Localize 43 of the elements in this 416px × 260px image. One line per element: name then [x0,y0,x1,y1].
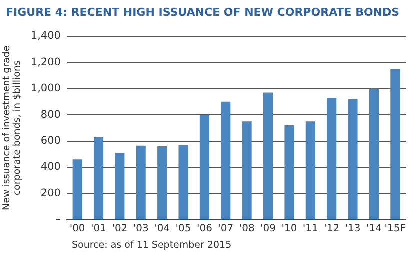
bar [306,122,316,220]
chart-title: FIGURE 4: RECENT HIGH ISSUANCE OF NEW CORPORATE BONDS [6,6,400,19]
bar [200,115,210,220]
x-tick-label: '07 [218,224,234,235]
bar [158,146,168,220]
y-tick-label: 200 [40,187,61,200]
bar [263,92,274,220]
x-tick-label: '14 [366,224,382,235]
x-tick-label: '02 [112,224,128,235]
y-tick-label: 600 [40,135,61,148]
bar [115,153,125,220]
x-tick-label: '12 [324,224,340,235]
x-tick-label: '00 [70,224,86,235]
y-tick-label: 400 [40,161,61,174]
y-tick-label: 1,400 [30,30,61,42]
y-tick-label: 1,000 [30,82,61,95]
x-tick-label: '13 [345,224,361,235]
x-tick-label: '03 [133,224,149,235]
x-tick-label: '04 [154,224,170,235]
x-tick-label: '15F [384,224,406,235]
y-tick-label: – [56,214,61,226]
bar [178,145,188,220]
x-tick-label: '05 [176,224,192,235]
x-tick-label: '11 [302,224,318,235]
y-axis-title: New issuance of investment grade corporate bonds, in $billions [2,46,24,211]
x-tick-label: '06 [196,224,212,235]
bar [348,99,358,220]
bar [242,122,252,220]
bar [390,69,400,220]
x-tick-label: '01 [91,224,106,235]
y-tick-label: 1,200 [30,56,61,68]
bar [327,98,337,220]
source-note: Source: as of 11 September 2015 [72,240,232,251]
bar [369,88,379,220]
bar [221,102,231,220]
x-tick-label: '08 [239,224,255,235]
y-tick-label: 800 [40,108,61,121]
bar [284,126,294,220]
bar [94,137,104,220]
x-tick-label: '10 [282,224,298,235]
bar [72,160,82,220]
bar [136,146,146,220]
x-tick-label: '09 [260,224,276,235]
